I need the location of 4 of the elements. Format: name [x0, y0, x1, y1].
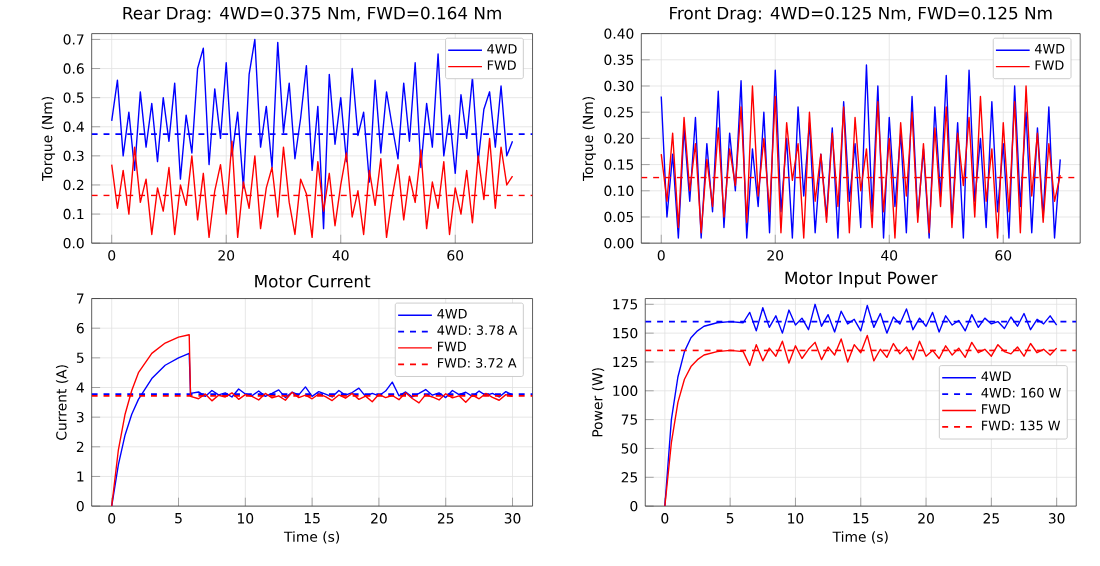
chart-title: Motor Current — [255, 275, 371, 288]
chart-title: Front Drag: 4WD=0.125 Nm, FWD=0.125 Nm — [670, 6, 1052, 23]
chart-title: Motor Input Power — [785, 272, 938, 288]
chart-title: Rear Drag: 4WD=0.375 Nm, FWD=0.164 Nm — [123, 6, 501, 23]
